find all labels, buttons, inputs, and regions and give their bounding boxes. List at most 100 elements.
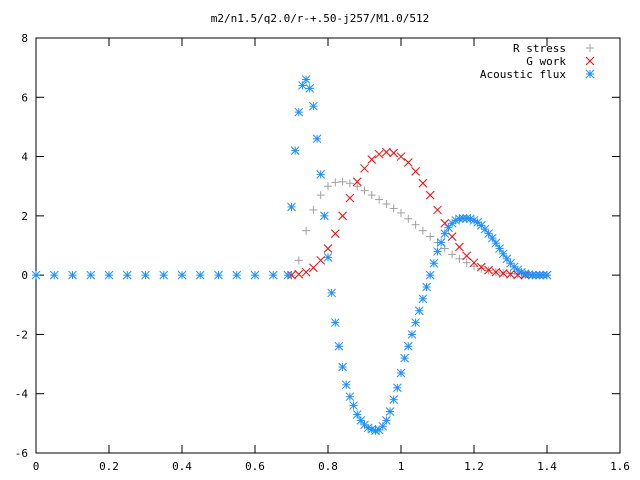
acoustic-flux-point xyxy=(429,258,439,268)
acoustic-flux-point xyxy=(104,270,114,280)
acoustic-flux-point xyxy=(122,270,132,280)
acoustic-flux-point xyxy=(195,270,205,280)
legend-marker xyxy=(585,56,595,66)
g-work-point xyxy=(352,177,362,187)
acoustic-flux-point xyxy=(400,353,410,363)
r-stress-point xyxy=(353,182,362,191)
r-stress-point xyxy=(331,178,340,187)
axis-ticks: 0 0.2 0.4 0.6 0.8 1 1.2 1.4 1.6 8 6 4 2 0 -2 -4 -6 xyxy=(15,32,630,473)
acoustic-flux-point xyxy=(422,282,431,292)
r-stress-point xyxy=(418,226,427,235)
r-stress-point xyxy=(404,214,413,223)
g-work-point xyxy=(506,269,515,279)
acoustic-flux-point xyxy=(396,368,406,378)
r-stress-point xyxy=(462,258,471,267)
acoustic-flux-point xyxy=(349,401,358,410)
g-work-point xyxy=(484,265,493,275)
acoustic-flux-point xyxy=(378,421,388,431)
acoustic-flux-point xyxy=(319,211,329,221)
acoustic-flux-point xyxy=(232,270,242,280)
g-work-point xyxy=(498,269,508,278)
acoustic-flux-point xyxy=(177,270,187,280)
acoustic-flux-point xyxy=(411,318,420,327)
r-stress-point xyxy=(411,220,420,229)
g-work-point xyxy=(323,244,333,253)
g-work-point xyxy=(462,251,472,261)
acoustic-flux-point xyxy=(301,75,311,84)
r-stress-point xyxy=(389,204,398,213)
acoustic-flux-point xyxy=(287,202,296,212)
acoustic-flux-point xyxy=(542,270,552,280)
x-tick-label: 1.6 xyxy=(610,460,630,473)
r-stress-point xyxy=(294,256,303,265)
acoustic-flux-point xyxy=(425,270,435,280)
acoustic-flux-point xyxy=(356,416,366,425)
data-marks xyxy=(31,75,552,436)
acoustic-flux-point xyxy=(159,270,169,280)
acoustic-flux-point xyxy=(290,146,300,155)
g-work-point xyxy=(330,229,340,238)
x-tick-label: 0 xyxy=(33,460,40,473)
acoustic-flux-point xyxy=(341,380,351,390)
g-work-point xyxy=(491,267,501,277)
acoustic-flux-point xyxy=(334,341,344,351)
acoustic-flux-point xyxy=(323,253,333,262)
acoustic-flux-point xyxy=(484,229,493,238)
acoustic-flux-point xyxy=(389,395,399,404)
y-tick-label: 0 xyxy=(21,269,28,282)
g-work-point xyxy=(316,255,326,265)
legend-marker xyxy=(586,44,594,52)
r-stress-point xyxy=(360,186,369,195)
x-tick-label: 1.2 xyxy=(464,460,484,473)
x-tick-label: 0.4 xyxy=(172,460,192,473)
acoustic-flux-point xyxy=(49,270,59,280)
acoustic-flux-point xyxy=(327,288,337,298)
acoustic-flux-point xyxy=(312,134,322,144)
y-tick-label: 2 xyxy=(21,210,28,223)
legend-marker xyxy=(585,69,595,79)
legend-label: Acoustic flux xyxy=(480,68,566,81)
g-work-point xyxy=(455,242,464,252)
plot-frame xyxy=(35,37,621,454)
y-tick-label: 6 xyxy=(21,91,28,104)
r-stress-point xyxy=(316,191,325,200)
acoustic-flux-point xyxy=(294,107,304,117)
x-tick-label: 1 xyxy=(398,460,405,473)
g-work-point xyxy=(389,148,399,158)
acoustic-flux-point xyxy=(385,407,395,416)
y-tick-label: 8 xyxy=(21,32,28,45)
y-tick-label: -4 xyxy=(15,388,29,401)
acoustic-flux-point xyxy=(444,223,453,233)
g-work-point xyxy=(433,205,442,215)
acoustic-flux-point xyxy=(491,238,501,248)
g-work-point xyxy=(476,262,486,272)
acoustic-flux-point xyxy=(480,224,490,234)
acoustic-flux-point xyxy=(414,306,424,316)
acoustic-flux-point xyxy=(283,270,293,280)
g-work-point xyxy=(338,211,347,221)
y-tick-label: 4 xyxy=(21,151,28,164)
r-stress-point xyxy=(448,250,457,259)
r-stress-point xyxy=(455,254,464,263)
acoustic-flux-point xyxy=(330,318,340,327)
acoustic-flux-point xyxy=(214,270,223,280)
acoustic-flux-point xyxy=(316,170,326,179)
y-tick-label: -2 xyxy=(15,328,28,341)
acoustic-flux-point xyxy=(502,254,512,264)
g-work-point xyxy=(367,155,377,164)
acoustic-flux-point xyxy=(338,362,347,372)
g-work-point xyxy=(418,178,428,188)
r-stress-point xyxy=(324,182,332,191)
acoustic-flux-point xyxy=(403,341,413,351)
acoustic-flux-point xyxy=(498,249,508,259)
acoustic-flux-point xyxy=(407,330,417,339)
acoustic-flux-point xyxy=(495,244,504,253)
acoustic-flux-point xyxy=(433,247,442,256)
r-stress-point xyxy=(426,232,435,241)
acoustic-flux-point xyxy=(345,392,355,402)
legend-label: R stress xyxy=(513,42,566,55)
acoustic-flux-point xyxy=(382,416,391,425)
g-work-point xyxy=(382,147,391,157)
